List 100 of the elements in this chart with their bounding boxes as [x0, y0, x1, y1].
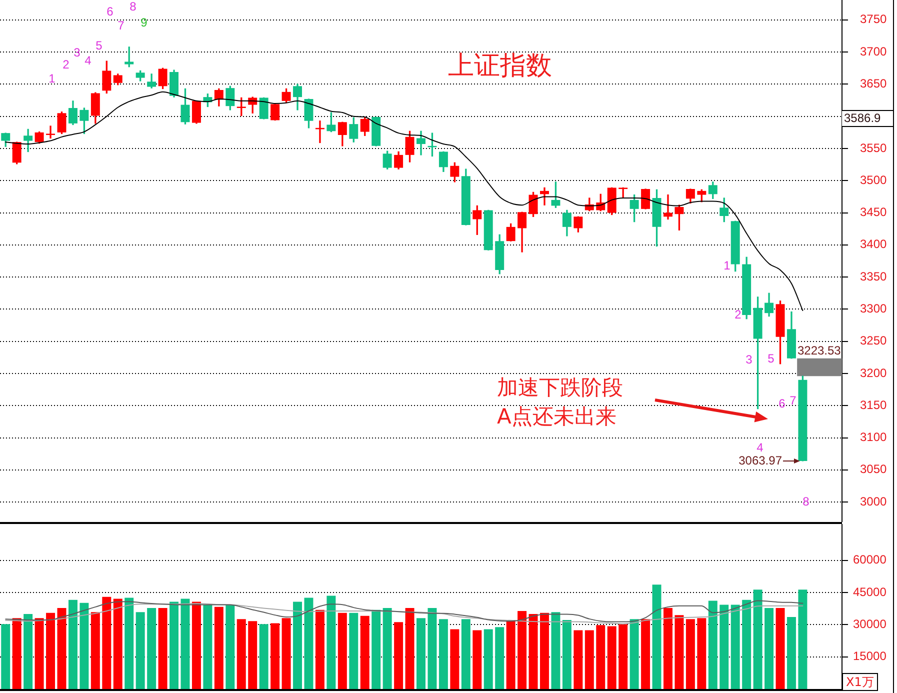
- bar: [12, 618, 22, 689]
- bar: [113, 598, 122, 689]
- bar: [315, 610, 324, 689]
- bar: [57, 608, 66, 689]
- bar: [34, 618, 44, 689]
- bar: [282, 618, 291, 689]
- annotation: 5: [768, 351, 775, 366]
- bar: [394, 622, 404, 689]
- bar: [304, 598, 314, 689]
- bar: [259, 624, 268, 689]
- annotation: A点还未出来: [497, 404, 616, 428]
- candlestick: [663, 194, 672, 220]
- bar: [663, 608, 672, 689]
- y-tick-label: 3100: [860, 430, 888, 444]
- y-tick-label: 3150: [860, 398, 888, 412]
- annotation: 4: [84, 53, 92, 68]
- y-tick-label: 3550: [860, 140, 888, 155]
- bar: [674, 615, 684, 689]
- bar: [1, 624, 10, 689]
- bar: [102, 596, 112, 689]
- bar: [147, 608, 156, 689]
- bar: [607, 626, 616, 689]
- annotation: 9: [140, 15, 148, 30]
- bar: [551, 612, 560, 689]
- bar: [68, 600, 78, 689]
- y-tick-label: 15000: [853, 649, 887, 664]
- annotation: 4: [756, 440, 764, 454]
- bar: [248, 621, 258, 689]
- bar: [720, 604, 729, 689]
- axis-tag: 3586.9: [842, 110, 894, 127]
- bar: [574, 630, 583, 689]
- text: 上证指数: [448, 50, 552, 81]
- bar: [472, 630, 482, 689]
- annotation: 6: [106, 4, 114, 18]
- bar: [562, 620, 572, 689]
- bar: [484, 629, 493, 689]
- bar: [180, 598, 190, 689]
- bar: [416, 618, 426, 689]
- bar: [584, 630, 594, 689]
- bar: [270, 623, 280, 689]
- y-tick-label: 3450: [860, 205, 888, 220]
- bar: [518, 611, 527, 689]
- bar: [764, 608, 774, 689]
- bar: [293, 602, 302, 689]
- bar: [708, 600, 718, 689]
- bar: [495, 627, 504, 689]
- bar: [786, 617, 796, 689]
- bar: [203, 604, 212, 689]
- bar: [124, 598, 134, 689]
- y-tick-label: 30000: [853, 617, 887, 632]
- annotation: 3: [746, 352, 753, 366]
- bar: [450, 629, 460, 689]
- bar: [360, 616, 370, 689]
- bar: [540, 612, 549, 689]
- annotation: 8: [130, 0, 137, 14]
- bar: [349, 612, 358, 689]
- bar: [338, 612, 347, 689]
- bar: [326, 596, 336, 689]
- y-tick-label: 3200: [860, 366, 888, 380]
- bar: [506, 620, 516, 689]
- y-tick-label: 3050: [860, 462, 888, 476]
- y-tick-label: 3000: [860, 494, 888, 508]
- bar: [652, 584, 662, 689]
- annotation: 7: [118, 18, 125, 32]
- bar: [170, 602, 179, 689]
- bar: [618, 624, 628, 689]
- bar: [226, 604, 235, 689]
- bar: [697, 618, 706, 689]
- y-tick-label: 3250: [860, 334, 888, 348]
- y-tick-label: 3350: [860, 269, 888, 284]
- annotation: 7: [790, 393, 797, 408]
- bar: [372, 610, 381, 689]
- bar: [46, 612, 56, 689]
- annotation: 加速下跌阶段: [497, 375, 623, 400]
- bar: [214, 606, 224, 689]
- candlestick: [46, 126, 56, 139]
- annotation: 3063.97: [738, 453, 782, 468]
- annotation: 6: [778, 396, 786, 410]
- bar: [236, 619, 246, 689]
- bar: [776, 608, 785, 689]
- bar: [428, 608, 437, 689]
- annotation: 3: [74, 45, 81, 60]
- annotation: 1: [48, 71, 56, 86]
- y-tick-label: 3700: [860, 44, 888, 58]
- bar: [641, 619, 650, 689]
- annotation: 1: [724, 258, 731, 272]
- y-tick-label: 45000: [853, 584, 887, 599]
- bar: [192, 602, 201, 689]
- y-tick-label: 3750: [860, 12, 888, 26]
- annotation: 5: [96, 38, 103, 52]
- annotation: 3223.53: [797, 344, 842, 358]
- annotation: 2: [62, 57, 70, 72]
- bar: [753, 590, 762, 689]
- bar: [630, 619, 639, 689]
- bar: [438, 619, 448, 689]
- y-tick-label: 60000: [853, 552, 887, 567]
- y-tick-label: 3300: [860, 302, 888, 316]
- bar: [730, 604, 740, 689]
- bar: [90, 612, 100, 689]
- annotation: 2: [734, 307, 742, 322]
